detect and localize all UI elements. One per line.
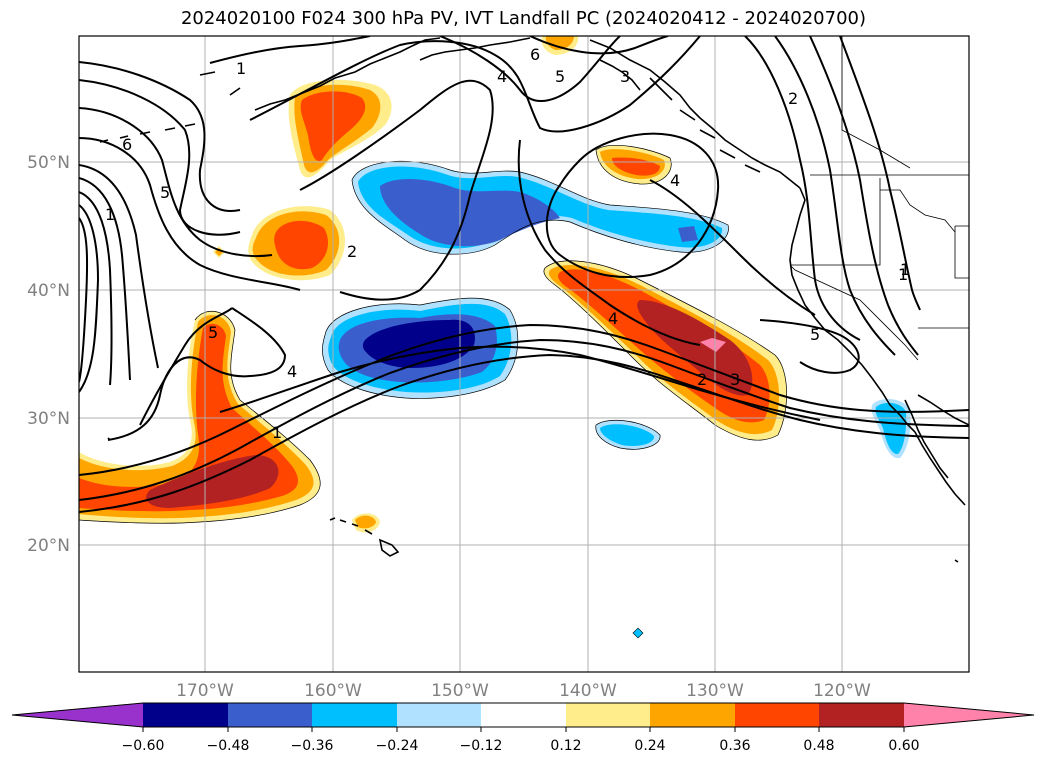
contour-label: 6 (122, 135, 132, 154)
contour-label: 6 (530, 45, 540, 64)
contour-label: 1 (272, 423, 282, 442)
contour-label: 3 (620, 67, 630, 86)
contour-label: 4 (670, 171, 680, 190)
colorbar-extend-low (12, 703, 143, 727)
contour-label: 4 (608, 309, 618, 328)
colorbar: −0.60 −0.48 −0.36 −0.24 −0.12 0.12 0.24 … (11, 702, 1035, 754)
map-frame (78, 35, 970, 673)
lon-label-160w: 160°W (304, 681, 362, 701)
contour-label: 2 (788, 89, 798, 108)
lon-label-170w: 170°W (176, 681, 234, 701)
longitude-labels: 170°W 160°W 150°W 140°W 130°W 120°W (176, 681, 871, 701)
contour-label: 1 (236, 59, 246, 78)
colorbar-segment (397, 703, 481, 727)
contour-label: 4 (497, 67, 507, 86)
contour-label: 5 (208, 323, 218, 342)
lon-label-120w: 120°W (813, 681, 871, 701)
lat-label-50n: 50°N (27, 153, 70, 173)
contour-label: 1 (105, 205, 115, 224)
map-title: 2024020100 F024 300 hPa PV, IVT Landfall… (180, 8, 867, 29)
lon-label-140w: 140°W (559, 681, 617, 701)
contour-label: 1 (900, 260, 910, 279)
contour-label: 2 (347, 242, 357, 261)
colorbar-tick-label: 0.48 (803, 738, 834, 754)
negative-anomaly-fill (322, 161, 911, 639)
contour-label: 5 (810, 325, 820, 344)
contour-label: 3 (730, 370, 740, 389)
fill-outlines (79, 145, 787, 524)
lat-label-20n: 20°N (27, 536, 70, 556)
contour-label: 2 (697, 370, 707, 389)
contour-label: 1 (898, 265, 908, 284)
colorbar-segment (312, 703, 397, 727)
latitude-labels: 50°N 40°N 30°N 20°N (27, 153, 70, 556)
colorbar-tick-label: −0.24 (376, 738, 419, 754)
colorbar-tick-label: −0.60 (122, 738, 165, 754)
contour-label: 5 (160, 183, 170, 202)
lat-label-30n: 30°N (27, 409, 70, 429)
contour-label: 5 (555, 67, 565, 86)
colorbar-segment (735, 703, 819, 727)
lon-label-150w: 150°W (431, 681, 489, 701)
lon-label-130w: 130°W (686, 681, 744, 701)
colorbar-tick-label: −0.12 (460, 738, 503, 754)
graticule (79, 36, 969, 672)
colorbar-tick-label: 0.12 (550, 738, 581, 754)
colorbar-segment (650, 703, 735, 727)
colorbar-segment (566, 703, 650, 727)
colorbar-segment (143, 703, 228, 727)
colorbar-segment (481, 703, 566, 727)
colorbar-segment (228, 703, 312, 727)
pv-contours (79, 36, 969, 513)
colorbar-tick-label: −0.48 (207, 738, 250, 754)
colorbar-tick-label: 0.60 (888, 738, 919, 754)
colorbar-tick-label: −0.36 (291, 738, 334, 754)
colorbar-tick-label: 0.36 (719, 738, 750, 754)
colorbar-tick-label: 0.24 (634, 738, 665, 754)
colorbar-segment (819, 703, 904, 727)
lat-label-40n: 40°N (27, 281, 70, 301)
contour-labels: 1 6 5 1 1 2 4 6 5 3 4 2 5 4 1 4 2 3 5 1 (105, 45, 910, 442)
contour-label: 4 (287, 362, 297, 381)
colorbar-extend-high (904, 703, 1034, 727)
